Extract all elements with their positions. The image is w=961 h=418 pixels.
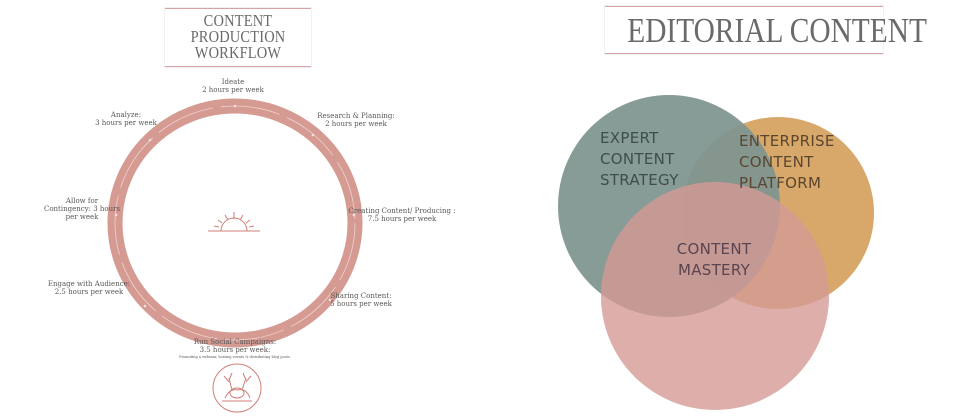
step-engage-time: 2.5 hours per week	[54, 288, 124, 296]
workflow-title-line-1: CONTENT	[203, 11, 273, 30]
step-analyze: Analyze: 3 hours per week	[95, 111, 157, 127]
editorial-title-box: EDITORIAL CONTENT	[605, 6, 927, 54]
step-campaigns-time: 3.5 hours per week:	[199, 346, 271, 354]
venn-diagram	[558, 95, 874, 410]
venn-label-enterprise-line-1: ENTERPRISE	[739, 132, 835, 150]
workflow-title-line-3: WORKFLOW	[194, 43, 282, 62]
sunrise-icon	[208, 212, 260, 232]
venn-circle-mastery	[601, 182, 829, 410]
step-sharing-time: 5 hours per week	[330, 300, 392, 308]
venn-label-mastery: CONTENT MASTERY	[677, 239, 752, 281]
venn-label-expert-line-1: EXPERT	[600, 129, 659, 147]
step-contingency-line3: per week	[65, 213, 99, 221]
step-campaigns-name: Run Social Campaigns:	[193, 338, 277, 346]
venn-label-enterprise-line-3: PLATFORM	[739, 174, 822, 192]
venn-label-enterprise: ENTERPRISE CONTENT PLATFORM	[739, 131, 835, 194]
step-analyze-time: 3 hours per week	[95, 119, 157, 127]
workflow-title-line-2: PRODUCTION	[190, 27, 286, 46]
step-creating: Creating Content/ Producing : 7.5 hours …	[348, 207, 455, 223]
reindeer-logo-icon	[212, 363, 262, 413]
workflow-cycle-ring	[107, 98, 363, 348]
step-ideate: Ideate 2 hours per week	[202, 78, 264, 94]
step-analyze-name: Analyze:	[110, 111, 142, 119]
step-contingency-line2: Contingency: 3 hours	[43, 205, 121, 213]
step-research-name: Research & Planning:	[317, 112, 395, 120]
step-contingency-line1: Allow for	[65, 197, 99, 205]
venn-label-expert: EXPERT CONTENT STRATEGY	[600, 128, 679, 191]
step-engage: Engage with Audience: 2.5 hours per week	[48, 280, 130, 296]
venn-label-enterprise-line-2: CONTENT	[739, 153, 814, 171]
step-contingency: Allow for Contingency: 3 hours per week	[44, 197, 120, 221]
step-sharing: Sharing Content: 5 hours per week	[330, 292, 392, 308]
step-campaigns-note: Promoting a webinar, hosting events & di…	[179, 355, 291, 359]
step-sharing-name: Sharing Content:	[330, 292, 392, 300]
step-ideate-name: Ideate	[221, 78, 245, 86]
step-campaigns: Run Social Campaigns: 3.5 hours per week…	[179, 338, 291, 360]
editorial-title: EDITORIAL CONTENT	[627, 11, 927, 50]
step-creating-time: 7.5 hours per week	[367, 215, 437, 223]
workflow-title-box: CONTENT PRODUCTION WORKFLOW	[165, 8, 311, 67]
venn-label-mastery-line-1: CONTENT	[676, 240, 752, 258]
venn-label-mastery-line-2: MASTERY	[677, 261, 751, 279]
step-ideate-time: 2 hours per week	[202, 86, 264, 94]
venn-label-expert-line-3: STRATEGY	[600, 171, 679, 189]
step-engage-name: Engage with Audience:	[47, 280, 131, 288]
ring-step-markers	[114, 104, 356, 342]
step-creating-name: Creating Content/ Producing :	[348, 207, 456, 215]
step-research-time: 2 hours per week	[325, 120, 387, 128]
step-research: Research & Planning: 2 hours per week	[317, 112, 395, 128]
venn-label-expert-line-2: CONTENT	[600, 150, 675, 168]
